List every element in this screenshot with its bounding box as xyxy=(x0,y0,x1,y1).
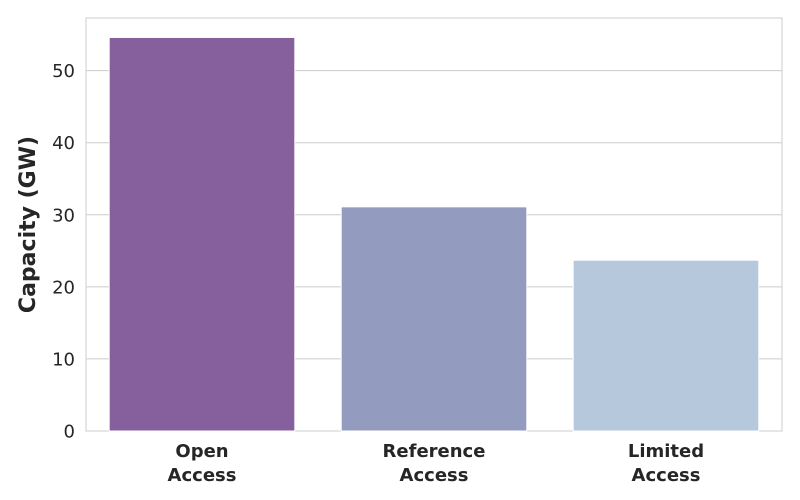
bar-reference-access xyxy=(340,206,528,432)
x-tick-label-line: Open xyxy=(175,441,228,462)
y-tick-label: 10 xyxy=(52,349,75,370)
y-tick-label: 20 xyxy=(52,277,75,298)
y-tick-labels: 0 10 20 30 40 50 xyxy=(52,61,75,442)
y-tick-label: 0 xyxy=(64,422,75,443)
x-tick-label: Limited Access xyxy=(628,441,704,486)
x-tick-label: Open Access xyxy=(168,441,237,486)
x-tick-label-line: Access xyxy=(400,465,469,486)
x-tick-label-line: Limited xyxy=(628,441,704,462)
y-axis-title: Capacity (GW) xyxy=(16,136,41,313)
x-tick-label: Reference Access xyxy=(383,441,486,486)
y-tick-label: 40 xyxy=(52,133,75,154)
y-tick-label: 30 xyxy=(52,205,75,226)
x-tick-labels: Open Access Reference Access Limited Access xyxy=(168,441,705,486)
x-tick-label-line: Access xyxy=(168,465,237,486)
bars xyxy=(108,36,760,432)
y-tick-label: 50 xyxy=(52,61,75,82)
bar-limited-access xyxy=(572,259,760,432)
x-tick-label-line: Access xyxy=(632,465,701,486)
bar-open-access xyxy=(108,36,296,432)
x-tick-label-line: Reference xyxy=(383,441,486,462)
